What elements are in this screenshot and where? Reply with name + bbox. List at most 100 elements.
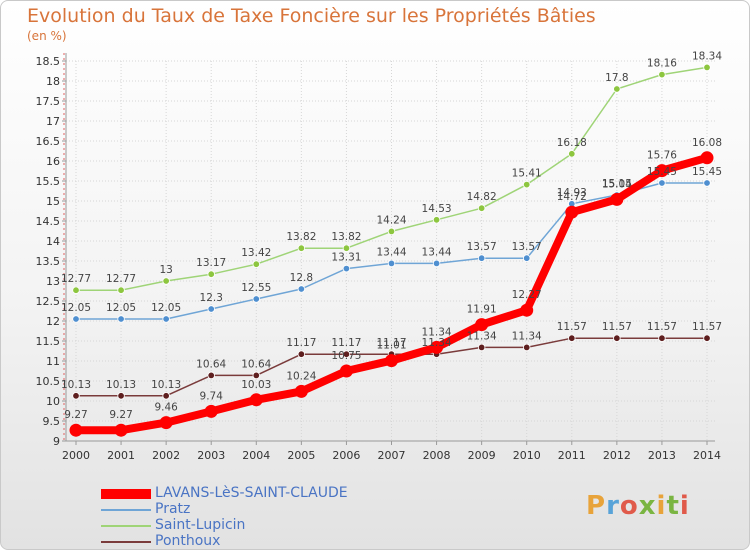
data-point — [613, 334, 621, 342]
data-label: 13.44 — [376, 246, 406, 258]
data-label: 13.42 — [241, 247, 271, 259]
data-label: 17.8 — [605, 72, 628, 84]
data-label: 10.13 — [151, 379, 181, 391]
y-tick-label: 16 — [46, 155, 60, 168]
legend-label: Ponthoux — [155, 533, 221, 549]
data-point — [339, 364, 353, 378]
data-label: 10.75 — [331, 350, 361, 362]
data-point — [117, 392, 125, 400]
legend-label: Pratz — [155, 501, 191, 517]
data-label: 12.3 — [200, 292, 223, 304]
x-tick-label: 2007 — [378, 449, 406, 462]
y-tick-label: 13 — [46, 275, 60, 288]
data-point — [613, 85, 621, 93]
proxiti-logo: Proxiti — [586, 491, 690, 521]
data-point — [658, 179, 666, 187]
data-point — [387, 227, 396, 236]
data-point — [477, 254, 486, 262]
logo-letter: i — [679, 491, 690, 521]
logo-letter: o — [619, 491, 639, 521]
data-point — [703, 63, 711, 72]
data-point — [252, 295, 260, 303]
data-label: 10.13 — [61, 379, 91, 391]
data-label: 11.34 — [422, 337, 452, 349]
logo-letter: x — [638, 491, 657, 521]
chart-title: Evolution du Taux de Taxe Foncière sur l… — [27, 5, 596, 27]
data-label: 16.18 — [557, 137, 587, 149]
data-point — [655, 164, 669, 178]
y-tick-label: 11.5 — [36, 335, 61, 348]
y-tick-label: 17.5 — [36, 95, 61, 108]
x-tick-label: 2003 — [197, 449, 225, 462]
legend-swatch — [101, 541, 151, 543]
data-point — [159, 416, 173, 430]
data-label: 12.8 — [290, 272, 313, 284]
data-label: 10.24 — [286, 370, 316, 382]
data-point — [207, 270, 215, 278]
y-tick-label: 15.5 — [36, 175, 61, 188]
x-tick-label: 2011 — [558, 449, 586, 462]
data-point — [523, 254, 531, 262]
data-label: 12.05 — [151, 302, 181, 314]
data-label: 11.34 — [467, 330, 497, 342]
data-point — [72, 315, 80, 323]
data-point — [565, 205, 579, 219]
data-label: 11.57 — [602, 321, 632, 333]
data-label: 9.46 — [154, 402, 178, 414]
data-point — [430, 340, 444, 354]
data-label: 13 — [159, 264, 172, 276]
x-tick-label: 2002 — [152, 449, 180, 462]
data-point — [700, 151, 714, 165]
data-label: 15.45 — [692, 166, 722, 178]
data-point — [117, 286, 125, 294]
data-label: 11.17 — [286, 337, 316, 349]
legend-swatch — [101, 525, 151, 527]
data-point — [432, 216, 441, 224]
data-point — [432, 259, 441, 268]
data-point — [610, 192, 624, 206]
data-label: 12.77 — [106, 273, 136, 285]
data-point — [297, 350, 306, 358]
data-point — [568, 150, 576, 158]
data-point — [523, 343, 531, 352]
y-tick-label: 15 — [46, 195, 60, 208]
data-label: 18.34 — [692, 50, 722, 62]
data-label: 11.34 — [422, 326, 452, 338]
data-label: 14.24 — [376, 214, 406, 226]
data-label: 11.57 — [647, 321, 677, 333]
y-tick-label: 9 — [53, 435, 60, 448]
data-point — [342, 244, 351, 252]
data-label: 12.27 — [512, 289, 542, 301]
data-point — [72, 286, 80, 294]
y-tick-label: 10.5 — [36, 375, 61, 388]
data-label: 13.82 — [286, 231, 316, 243]
x-tick-label: 2010 — [513, 449, 541, 462]
data-point — [703, 179, 711, 187]
y-tick-label: 12.5 — [36, 295, 61, 308]
x-tick-label: 2004 — [242, 449, 270, 462]
y-tick-label: 11 — [46, 355, 60, 368]
data-point — [703, 334, 711, 342]
data-point — [204, 404, 218, 418]
y-tick-label: 18 — [46, 75, 60, 88]
data-point — [162, 315, 170, 323]
data-label: 11.57 — [692, 321, 722, 333]
data-point — [385, 354, 398, 368]
data-label: 10.64 — [241, 358, 271, 370]
data-point — [568, 334, 576, 342]
data-label: 9.27 — [64, 409, 87, 421]
data-label: 15.04 — [602, 178, 632, 190]
data-point — [69, 423, 83, 437]
legend-label: LAVANS-LèS-SAINT-CLAUDE — [155, 485, 348, 501]
axes: 9 9.5 10 10.5 11 11.5 12 12.5 13 13.5 14 14.5 15 15.5… — [36, 53, 721, 462]
data-point — [342, 350, 351, 358]
x-tick-label: 2001 — [107, 449, 135, 462]
grid — [66, 60, 715, 442]
logo-letter: P — [586, 491, 607, 521]
data-label: 11.17 — [331, 337, 361, 349]
data-point — [297, 285, 306, 293]
y-tick-label: 12 — [46, 315, 60, 328]
data-label: 13.17 — [196, 257, 226, 269]
data-label: 13.44 — [422, 246, 452, 258]
x-tick-label: 2006 — [332, 449, 360, 462]
